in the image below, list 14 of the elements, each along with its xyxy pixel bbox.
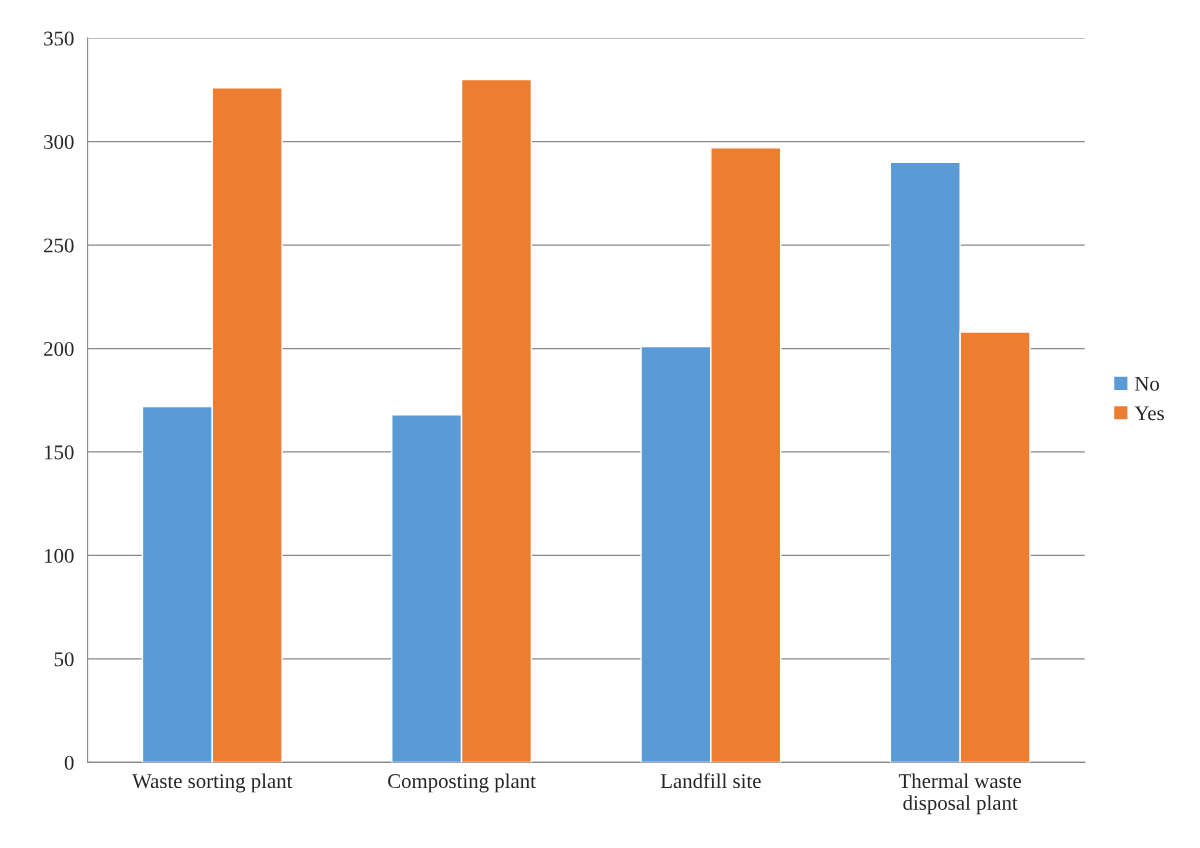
y-tick-label: 350 <box>44 31 74 46</box>
x-tick-label: Landfill site <box>660 773 761 789</box>
y-tick-label: 0 <box>64 755 74 770</box>
y-tick-label: 200 <box>44 341 74 356</box>
y-tick-label: 150 <box>44 445 74 460</box>
legend-label: Yes <box>1134 406 1164 421</box>
y-tick-label: 250 <box>44 238 74 253</box>
legend-label: No <box>1134 376 1160 391</box>
y-tick-label: 50 <box>54 652 74 667</box>
y-tick-label: 300 <box>44 134 74 150</box>
x-tick-label: Composting plant <box>388 773 536 793</box>
x-tick-label: Waste sorting plant <box>132 773 293 793</box>
y-tick-label: 100 <box>44 548 74 563</box>
x-tick-label: Thermal waste disposal plant <box>898 773 1022 815</box>
